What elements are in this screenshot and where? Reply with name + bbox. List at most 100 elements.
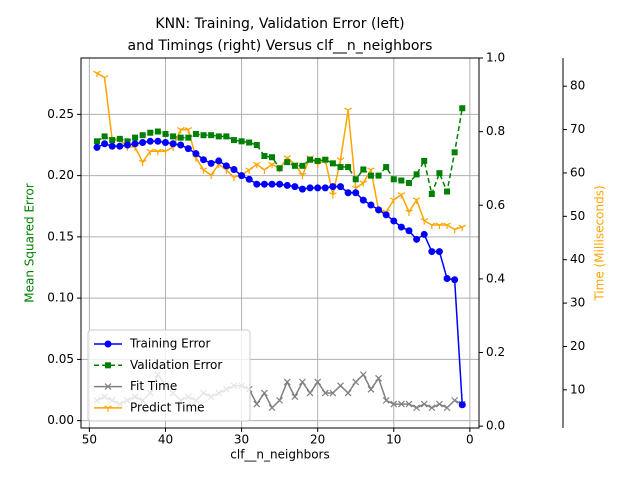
point: [170, 133, 177, 140]
point: [321, 184, 329, 192]
legend-marker: [104, 383, 112, 391]
point: [93, 143, 101, 151]
point: [284, 159, 291, 166]
legend-label: Training Error: [129, 337, 210, 351]
x-axis-label: clf__n_neighbors: [230, 448, 329, 462]
point: [230, 165, 238, 173]
point: [100, 74, 109, 82]
point: [314, 157, 321, 164]
y3-tick-label: 10: [570, 382, 585, 396]
point: [260, 389, 268, 397]
point: [116, 142, 124, 150]
point: [412, 197, 421, 204]
point: [420, 218, 429, 225]
y3-tick-label: 80: [570, 79, 585, 93]
y-tick-label: 0.00: [47, 413, 74, 427]
point: [435, 248, 443, 256]
point: [215, 157, 223, 165]
point: [291, 183, 299, 191]
y3-tick-label: 60: [570, 165, 585, 179]
point: [352, 189, 360, 197]
point: [443, 404, 451, 412]
point: [207, 172, 215, 180]
point: [390, 400, 398, 408]
point: [93, 70, 101, 78]
point: [146, 148, 155, 156]
point: [260, 180, 268, 188]
point: [139, 139, 147, 147]
point: [314, 184, 322, 192]
point: [450, 226, 459, 234]
point: [375, 374, 382, 382]
legend: Training Error Validation Error Fit Time Pr…: [87, 329, 251, 422]
point: [230, 137, 237, 144]
point: [238, 172, 246, 180]
point: [291, 393, 299, 401]
point: [321, 389, 329, 397]
point: [329, 160, 336, 167]
point: [375, 172, 382, 179]
point: [131, 140, 139, 148]
point: [397, 192, 406, 199]
point: [101, 133, 108, 140]
point: [405, 227, 413, 235]
point: [177, 134, 184, 141]
point: [238, 138, 245, 145]
point: [405, 400, 413, 408]
point: [283, 378, 291, 386]
point: [246, 139, 253, 146]
point: [428, 248, 436, 256]
point: [344, 107, 352, 115]
point: [405, 179, 412, 186]
point: [154, 148, 162, 156]
point: [253, 141, 260, 148]
point: [375, 206, 383, 214]
point: [336, 183, 344, 191]
point: [93, 138, 100, 145]
point: [367, 172, 374, 179]
point: [389, 197, 398, 204]
point: [421, 157, 428, 164]
point: [261, 153, 268, 160]
point: [200, 156, 208, 164]
y3-tick-label: 70: [570, 122, 585, 136]
legend-label: Predict Time: [130, 400, 205, 414]
point: [276, 180, 284, 188]
chart-title: KNN: Training, Validation Error (left): [155, 16, 404, 32]
point: [413, 404, 421, 412]
point: [154, 137, 162, 145]
point: [215, 133, 222, 140]
point: [222, 167, 231, 174]
point: [405, 209, 413, 216]
point: [253, 180, 261, 188]
point: [359, 196, 367, 204]
y-tick-label: 0.25: [47, 107, 74, 121]
point: [276, 165, 283, 172]
point: [116, 135, 123, 142]
y2-tick-label: 0.2: [486, 345, 505, 359]
x-tick-label: 20: [310, 433, 325, 447]
y2-tick-label: 0.8: [486, 124, 505, 138]
point: [367, 201, 375, 209]
point: [307, 156, 314, 163]
chart-title: and Timings (right) Versus clf__n_neighb…: [128, 38, 433, 54]
legend-label: Validation Error: [130, 358, 222, 372]
y-tick-label: 0.05: [47, 352, 74, 366]
legend-marker: [105, 362, 111, 369]
y2-tick-label: 0.6: [486, 198, 505, 212]
point: [352, 378, 360, 386]
point: [435, 222, 444, 229]
point: [138, 159, 147, 167]
point: [169, 140, 177, 148]
point: [443, 275, 451, 283]
legend-label: Fit Time: [130, 379, 177, 393]
point: [299, 378, 306, 386]
point: [299, 162, 306, 169]
point: [161, 148, 170, 156]
y3-tick-label: 40: [570, 252, 585, 266]
point: [147, 129, 154, 136]
point: [306, 184, 314, 192]
point: [413, 171, 420, 178]
point: [222, 162, 230, 170]
